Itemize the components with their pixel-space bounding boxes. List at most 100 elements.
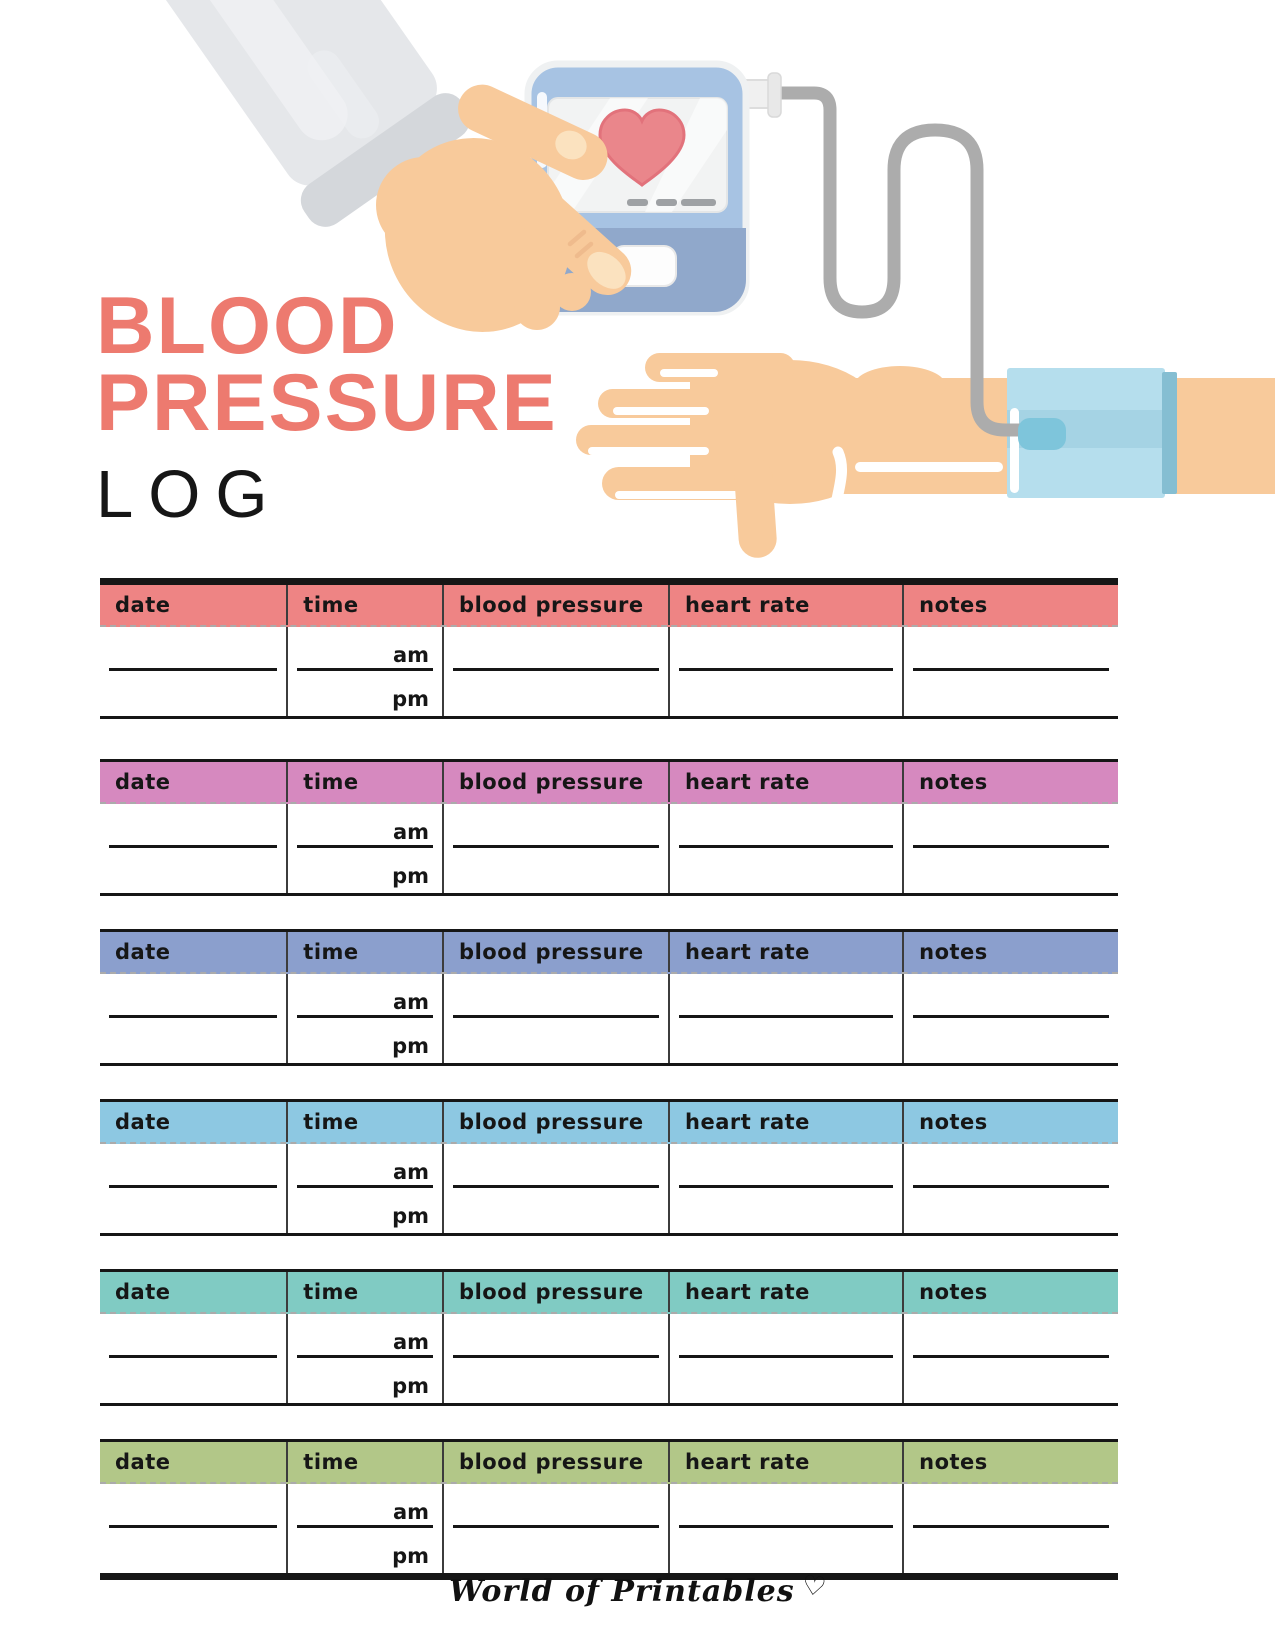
blank-line [109, 668, 278, 671]
column-header-notes: notes [902, 1272, 1118, 1312]
blood-pressure-cell [442, 1358, 668, 1403]
date-cell [100, 671, 286, 716]
column-header-blood-pressure: blood pressure [442, 1272, 668, 1312]
blank-line [109, 845, 278, 848]
notes-cell [902, 848, 1118, 893]
column-header-date: date [115, 940, 171, 964]
heart-rate-cell [668, 848, 902, 893]
table-header-row: date time blood pressure heart rate note… [100, 762, 1118, 804]
pm-label: pm [392, 1374, 430, 1398]
blank-line [913, 1015, 1109, 1018]
wrist-crease [855, 462, 1003, 472]
notes-cell [902, 1528, 1118, 1573]
blank-line [297, 845, 434, 848]
column-header-blood-pressure: blood pressure [442, 585, 668, 625]
blood-pressure-cell [442, 848, 668, 893]
blood-pressure-cell [442, 1528, 668, 1573]
am-label: am [392, 1160, 430, 1184]
column-header-notes: notes [902, 585, 1118, 625]
notes-cell [902, 804, 1118, 848]
column-header-heart-rate: heart rate [668, 932, 902, 972]
time-cell: pm [286, 1018, 442, 1063]
heart-rate-cell [668, 671, 902, 716]
notes-cell [902, 1188, 1118, 1233]
column-header-date: date [115, 1280, 171, 1304]
blank-line [297, 1185, 434, 1188]
index-finger [488, 162, 632, 296]
blank-line [109, 1525, 278, 1528]
blank-line [297, 668, 434, 671]
log-tables: date time blood pressure heart rate note… [100, 578, 1118, 1580]
log-table: date time blood pressure heart rate note… [100, 1439, 1118, 1580]
notes-cell [902, 671, 1118, 716]
blank-line [109, 1185, 278, 1188]
time-cell: pm [286, 671, 442, 716]
time-cell: am [286, 1144, 442, 1188]
date-cell [100, 627, 286, 671]
column-header-time: time [286, 762, 442, 802]
brand-text: World of Printables [449, 1574, 795, 1609]
column-header-blood-pressure: blood pressure [442, 762, 668, 802]
blank-line [297, 1355, 434, 1358]
notes-cell [902, 1018, 1118, 1063]
entry-row-pm: pm [100, 1528, 1118, 1573]
blank-line [453, 1525, 660, 1528]
date-cell [100, 1144, 286, 1188]
table-header-row: date time blood pressure heart rate note… [100, 1102, 1118, 1144]
column-header-time: time [286, 932, 442, 972]
heart-rate-cell [668, 1144, 902, 1188]
tube [773, 86, 1037, 437]
monitor-screen [547, 97, 728, 213]
blank-line [913, 1355, 1109, 1358]
log-table: date time blood pressure heart rate note… [100, 929, 1118, 1066]
column-header-date: date [115, 1110, 171, 1134]
doctor-sleeve [131, 0, 470, 227]
log-table: date time blood pressure heart rate note… [100, 1099, 1118, 1236]
column-header-heart-rate: heart rate [668, 1272, 902, 1312]
blank-line [679, 845, 894, 848]
column-header-date: date [115, 770, 171, 794]
entry-row-pm: pm [100, 848, 1118, 893]
entry-row-am: am [100, 627, 1118, 671]
column-header-date: date [115, 1450, 171, 1474]
time-cell: am [286, 627, 442, 671]
time-cell: pm [286, 1188, 442, 1233]
thumb [734, 457, 777, 558]
entry-row-pm: pm [100, 1358, 1118, 1403]
date-cell [100, 804, 286, 848]
blank-line [679, 1525, 894, 1528]
heart-icon [598, 108, 686, 187]
column-header-notes: notes [902, 762, 1118, 802]
blank-line [679, 1355, 894, 1358]
am-label: am [392, 820, 430, 844]
blank-line [453, 1185, 660, 1188]
date-cell [100, 1314, 286, 1358]
device-connector-bar [767, 72, 782, 118]
column-header-heart-rate: heart rate [668, 762, 902, 802]
table-header-row: date time blood pressure heart rate note… [100, 585, 1118, 627]
screen-dashes [627, 199, 716, 206]
blank-line [679, 1015, 894, 1018]
pm-label: pm [392, 1034, 430, 1058]
blood-pressure-cell [442, 1144, 668, 1188]
pm-label: pm [392, 1204, 430, 1228]
blank-line [109, 1015, 278, 1018]
blank-line [109, 1355, 278, 1358]
blood-pressure-cell [442, 1484, 668, 1528]
heart-rate-cell [668, 974, 902, 1018]
time-cell: am [286, 1484, 442, 1528]
column-header-time: time [286, 1442, 442, 1482]
heart-rate-cell [668, 1358, 902, 1403]
date-cell [100, 848, 286, 893]
blank-line [453, 668, 660, 671]
blank-line [913, 668, 1109, 671]
time-cell: pm [286, 1528, 442, 1573]
column-header-time: time [286, 1272, 442, 1312]
heart-rate-cell [668, 627, 902, 671]
blood-pressure-cell [442, 1314, 668, 1358]
entry-row-pm: pm [100, 1018, 1118, 1063]
title-line-blood: BLOOD [96, 281, 399, 371]
column-header-heart-rate: heart rate [668, 1102, 902, 1142]
column-header-blood-pressure: blood pressure [442, 1442, 668, 1482]
log-table: date time blood pressure heart rate note… [100, 578, 1118, 719]
